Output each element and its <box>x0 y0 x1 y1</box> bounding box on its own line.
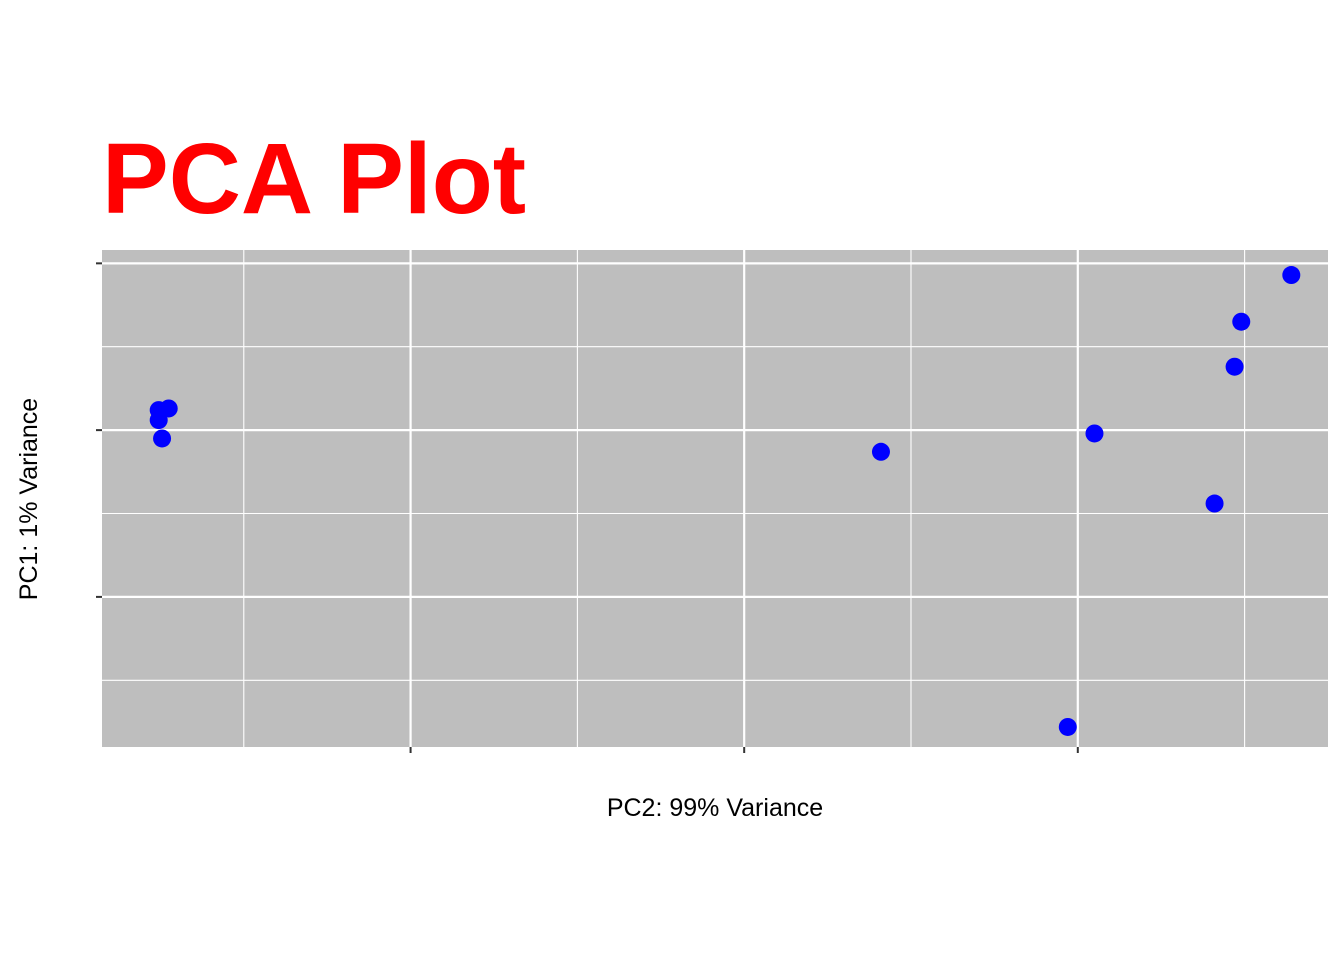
major-gridlines <box>102 250 1328 747</box>
y-axis-ticks <box>96 262 102 598</box>
x-axis-label: PC2: 99% Variance <box>607 794 823 822</box>
scatter-point <box>1205 494 1224 513</box>
chart-title: PCA Plot <box>102 123 526 235</box>
scatter-point <box>871 442 890 461</box>
scatter-point <box>159 399 178 418</box>
x-axis-ticks <box>409 747 1079 753</box>
minor-gridlines <box>102 250 1328 747</box>
data-points <box>149 266 1301 736</box>
scatter-point <box>1085 424 1104 443</box>
scatter-point <box>1058 717 1077 736</box>
scatter-point <box>149 411 168 430</box>
plot-panel <box>102 250 1328 747</box>
scatter-point <box>1225 357 1244 376</box>
scatter-point <box>1232 312 1251 331</box>
y-axis-label: PC1: 1% Variance <box>15 398 43 600</box>
scatter-point <box>153 429 172 448</box>
scatter-point <box>1282 266 1301 285</box>
